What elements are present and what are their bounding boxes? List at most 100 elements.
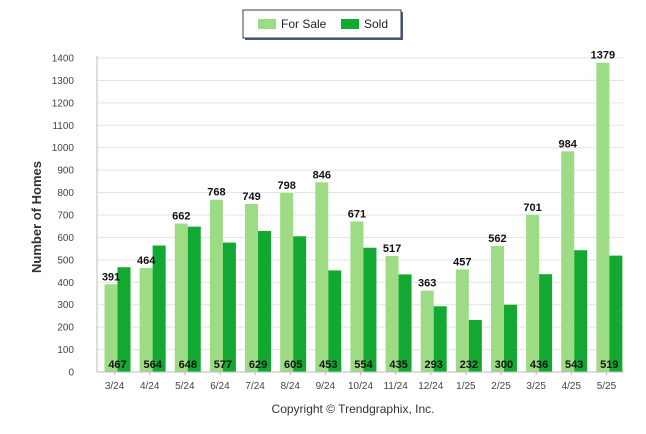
data-label-sold: 648 [179, 359, 197, 371]
bar-for-sale [139, 267, 153, 372]
x-tick-label: 3/25 [526, 381, 546, 392]
bar-sold [117, 267, 131, 372]
data-label-for-sale: 984 [559, 138, 578, 150]
y-tick-label: 1200 [52, 98, 75, 109]
bar-sold [328, 270, 342, 372]
axes: 0 100 200 300 400 500 600 700 800 900 1000 1100 1200… [52, 54, 624, 392]
y-tick-label: 1300 [52, 76, 75, 87]
bar-sold [222, 242, 236, 372]
bar-for-sale [245, 204, 259, 372]
data-label-sold: 577 [214, 359, 232, 371]
y-tick-label: 100 [57, 345, 74, 356]
data-label-sold: 293 [425, 359, 443, 371]
bar-sold [503, 304, 517, 372]
bar-for-sale [385, 256, 399, 372]
y-tick-label: 900 [57, 166, 74, 177]
legend-swatch-sold [341, 19, 359, 29]
x-tick-label: 2/25 [491, 381, 511, 392]
data-label-sold: 435 [389, 359, 407, 371]
y-tick-label: 600 [57, 233, 74, 244]
bar-for-sale [455, 269, 469, 372]
x-tick-label: 9/24 [316, 381, 336, 392]
data-label-sold: 564 [143, 359, 162, 371]
x-tick-label: 11/24 [383, 381, 408, 392]
bar-sold [468, 319, 482, 372]
legend-label-for-sale: For Sale [281, 17, 327, 31]
data-label-sold: 453 [319, 359, 337, 371]
x-tick-label: 5/25 [597, 381, 617, 392]
data-label-sold: 605 [284, 359, 302, 371]
y-tick-label: 0 [68, 368, 74, 379]
data-label-for-sale: 846 [313, 169, 331, 181]
x-tick-label: 10/24 [348, 381, 373, 392]
data-labels: 391 467 464 564 662 648 768 577 749 629 798 605 846 4… [102, 50, 619, 371]
bar-for-sale [104, 284, 118, 372]
y-tick-label: 700 [57, 211, 74, 222]
data-label-for-sale: 391 [102, 271, 120, 283]
bar-sold [293, 236, 307, 372]
data-label-for-sale: 517 [383, 243, 401, 255]
x-tick-label: 6/24 [210, 381, 230, 392]
data-label-for-sale: 464 [137, 255, 156, 267]
bar-sold [398, 274, 412, 372]
y-axis-label: Number of Homes [29, 161, 44, 273]
x-tick-label: 8/24 [280, 381, 300, 392]
bar-sold [574, 250, 588, 372]
data-label-for-sale: 671 [348, 209, 366, 221]
data-label-sold: 519 [600, 359, 618, 371]
data-label-sold: 467 [108, 359, 126, 371]
legend: For Sale Sold [242, 9, 403, 40]
data-label-for-sale: 798 [277, 180, 295, 192]
x-tick-label: 1/25 [456, 381, 476, 392]
data-label-sold: 436 [530, 359, 548, 371]
bar-for-sale [174, 223, 188, 372]
legend-label-sold: Sold [364, 17, 388, 31]
x-tick-label: 5/24 [175, 381, 195, 392]
bar-for-sale [596, 62, 610, 373]
data-label-sold: 232 [460, 359, 478, 371]
bars [104, 62, 623, 373]
bar-sold [152, 245, 166, 372]
data-label-sold: 300 [495, 359, 513, 371]
data-label-sold: 543 [565, 359, 583, 371]
bar-for-sale [420, 290, 434, 372]
bar-sold [539, 274, 553, 372]
copyright-footer: Copyright © Trendgraphix, Inc. [272, 402, 435, 416]
x-tick-label: 12/24 [418, 381, 443, 392]
bar-for-sale [209, 199, 223, 372]
data-label-for-sale: 457 [453, 257, 471, 269]
bar-for-sale [315, 182, 329, 372]
data-label-for-sale: 662 [172, 211, 190, 223]
data-label-for-sale: 1379 [591, 50, 615, 62]
bar-sold [609, 255, 623, 372]
y-tick-label: 1100 [52, 121, 74, 132]
bar-for-sale [350, 221, 364, 372]
x-tick-label: 4/25 [562, 381, 582, 392]
legend-swatch-for-sale [258, 19, 276, 29]
data-label-for-sale: 749 [242, 191, 260, 203]
data-label-sold: 554 [354, 359, 373, 371]
bar-for-sale [490, 245, 504, 372]
x-tick-label: 3/24 [105, 381, 125, 392]
y-tick-label: 400 [57, 278, 74, 289]
y-tick-label: 1400 [52, 54, 75, 65]
bar-for-sale [280, 193, 294, 372]
y-tick-label: 800 [57, 188, 74, 199]
data-label-sold: 629 [249, 359, 267, 371]
bar-for-sale [561, 151, 575, 372]
x-tick-label: 4/24 [140, 381, 160, 392]
data-label-for-sale: 768 [207, 187, 225, 199]
x-tick-label: 7/24 [245, 381, 265, 392]
data-label-for-sale: 562 [488, 233, 506, 245]
bar-sold [363, 247, 377, 372]
y-tick-label: 300 [57, 300, 74, 311]
bar-for-sale [526, 214, 540, 372]
bar-sold [433, 306, 447, 372]
y-tick-label: 200 [57, 323, 74, 334]
y-tick-label: 500 [57, 255, 74, 266]
bar-sold [258, 230, 272, 372]
data-label-for-sale: 701 [523, 202, 541, 214]
data-label-for-sale: 363 [418, 278, 436, 290]
